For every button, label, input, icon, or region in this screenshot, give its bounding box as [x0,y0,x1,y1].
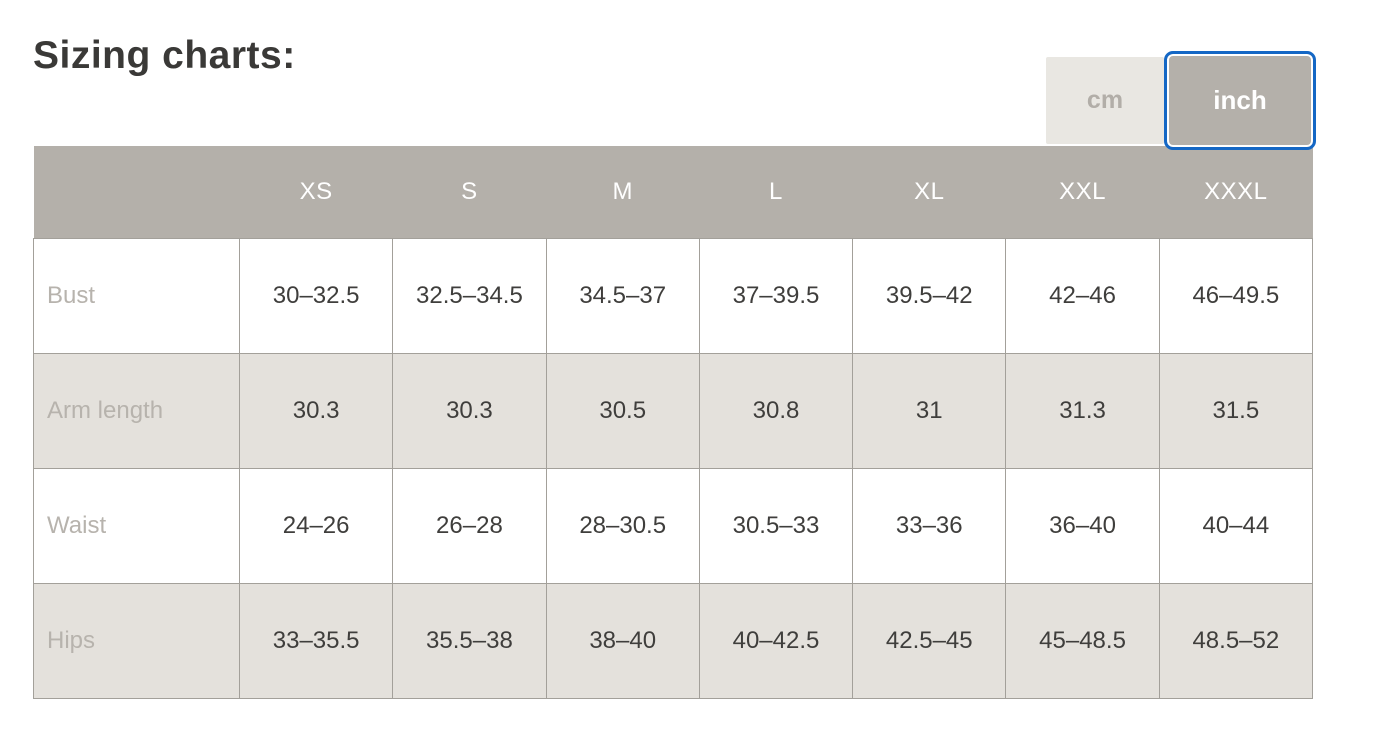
inch-unit-button[interactable]: inch [1164,51,1316,150]
table-row: Bust 30–32.5 32.5–34.5 34.5–37 37–39.5 39.5–4… [33,238,1314,354]
size-value-cell: 28–30.5 [545,468,700,584]
measurement-row-label: Arm length [33,353,240,469]
size-value-cell: 42.5–45 [852,583,1007,699]
table-row: Arm length 30.3 30.3 30.5 30.8 31 31.3 31.5 [33,353,1314,469]
size-value-cell: 37–39.5 [698,238,854,354]
page-title: Sizing charts: [33,34,296,77]
size-column-header: S [392,146,547,239]
table-row: Waist 24–26 26–28 28–30.5 30.5–33 33–36 36–40 4… [33,468,1314,584]
cm-unit-button[interactable]: cm [1046,57,1164,144]
size-value-cell: 31.3 [1005,353,1160,469]
size-value-cell: 40–42.5 [698,583,854,699]
size-value-cell: 31.5 [1158,353,1314,469]
size-value-cell: 36–40 [1005,468,1160,584]
measurement-row-label: Bust [33,238,240,354]
size-value-cell: 32.5–34.5 [392,238,547,354]
table-row: Hips 33–35.5 35.5–38 38–40 40–42.5 42.5–45 45–… [33,583,1314,699]
size-value-cell: 46–49.5 [1158,238,1314,354]
size-value-cell: 30.3 [238,353,394,469]
measurement-row-label: Hips [33,583,240,699]
size-column-header: L [699,146,853,239]
size-column-header: XS [239,146,393,239]
size-value-cell: 30.3 [392,353,547,469]
size-value-cell: 26–28 [392,468,547,584]
size-value-cell: 39.5–42 [852,238,1007,354]
size-value-cell: 48.5–52 [1158,583,1314,699]
size-column-header: XXL [1005,146,1160,239]
size-value-cell: 35.5–38 [392,583,547,699]
size-header-row: XS S M L XL XXL XXXL [33,146,1313,239]
size-value-cell: 34.5–37 [545,238,700,354]
size-column-header: XXXL [1159,146,1313,239]
sizing-table: XS S M L XL XXL XXXL Bust 30–32.5 32.5–34.5 34.5–… [33,146,1314,699]
size-value-cell: 45–48.5 [1005,583,1160,699]
size-value-cell: 30–32.5 [238,238,394,354]
corner-header-cell [33,146,240,239]
size-column-header: XL [852,146,1006,239]
size-value-cell: 42–46 [1005,238,1160,354]
size-value-cell: 30.5 [545,353,700,469]
size-value-cell: 31 [852,353,1007,469]
sizing-table-head: XS S M L XL XXL XXXL [33,146,1313,239]
size-value-cell: 24–26 [238,468,394,584]
measurement-row-label: Waist [33,468,240,584]
sizing-table-body: Bust 30–32.5 32.5–34.5 34.5–37 37–39.5 39.5–4… [33,238,1314,699]
size-value-cell: 30.5–33 [698,468,854,584]
size-value-cell: 33–36 [852,468,1007,584]
size-value-cell: 38–40 [545,583,700,699]
size-column-header: M [546,146,700,239]
size-value-cell: 40–44 [1158,468,1314,584]
size-value-cell: 30.8 [698,353,854,469]
size-value-cell: 33–35.5 [238,583,394,699]
